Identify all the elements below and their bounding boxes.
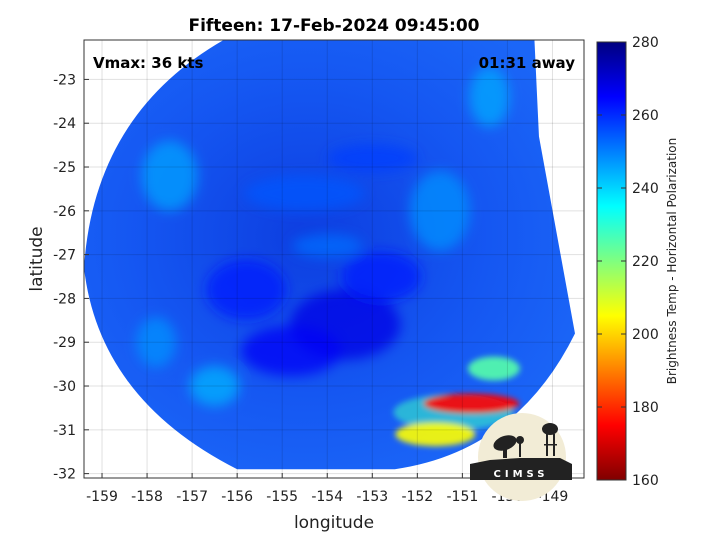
svg-text:CIMSS: CIMSS [494, 469, 549, 480]
texture-patch [141, 140, 198, 211]
texture-patch [189, 366, 240, 407]
chart-title: Fifteen: 17-Feb-2024 09:45:00 [188, 16, 479, 36]
texture-patch [241, 325, 342, 376]
y-tick-label: -26 [53, 204, 76, 220]
cimss-logo: CIMSS [470, 413, 572, 501]
axes-frame [83, 39, 585, 479]
y-axis-label: latitude [27, 226, 47, 291]
x-axis-label: longitude [294, 513, 374, 533]
y-tick-label: -24 [53, 116, 76, 132]
texture-patch [136, 317, 177, 368]
colorbar-tick-label: 280 [632, 35, 659, 51]
texture-patch [206, 259, 287, 320]
y-tick-label: -29 [53, 335, 76, 351]
texture-patch [292, 233, 363, 258]
time-away-annotation: 01:31 away [479, 54, 576, 72]
colorbar-tick-label: 180 [632, 400, 659, 416]
x-tick-label: -159 [86, 489, 118, 505]
x-tick-label: -153 [356, 489, 388, 505]
heatmap-layer [84, 40, 575, 470]
y-tick-label: -23 [53, 72, 76, 88]
y-tick-label: -30 [53, 379, 76, 395]
temperature-feature [467, 356, 520, 381]
y-axis: -23 -24 -25 -26 -27 -28 -29 -30 -31 -32 [53, 72, 89, 483]
x-tick-label: -155 [266, 489, 298, 505]
colorbar-tick-label: 260 [632, 108, 659, 124]
x-tick-label: -151 [446, 489, 478, 505]
vmax-annotation: Vmax: 36 kts [93, 54, 203, 72]
colorbar-tick-label: 200 [632, 327, 659, 343]
x-tick-label: -152 [401, 489, 433, 505]
colorbar-label: Brightness Temp - Horizontal Polarizatio… [665, 138, 679, 385]
x-tick-label: -157 [176, 489, 208, 505]
y-tick-label: -25 [53, 160, 76, 176]
texture-patch [409, 170, 470, 251]
y-tick-label: -27 [53, 248, 76, 264]
temperature-feature [423, 393, 520, 414]
x-tick-label: -158 [131, 489, 163, 505]
colorbar-tick-label: 160 [632, 473, 659, 489]
colorbar-tick-label: 220 [632, 254, 659, 270]
grid [84, 40, 584, 478]
x-tick-label: -154 [311, 489, 343, 505]
y-tick-label: -32 [53, 467, 76, 483]
texture-patch [244, 175, 365, 212]
colorbar-tick-label: 240 [632, 181, 659, 197]
y-tick-label: -28 [53, 291, 76, 307]
x-tick-label: -156 [221, 489, 253, 505]
y-tick-label: -31 [53, 423, 76, 439]
texture-patch [327, 144, 418, 173]
colorbar: 280 260 240 220 200 180 160 Brightness Temp - … [596, 35, 679, 489]
texture-patch [341, 251, 422, 302]
texture-patch [469, 66, 510, 127]
temperature-feature [395, 422, 476, 447]
